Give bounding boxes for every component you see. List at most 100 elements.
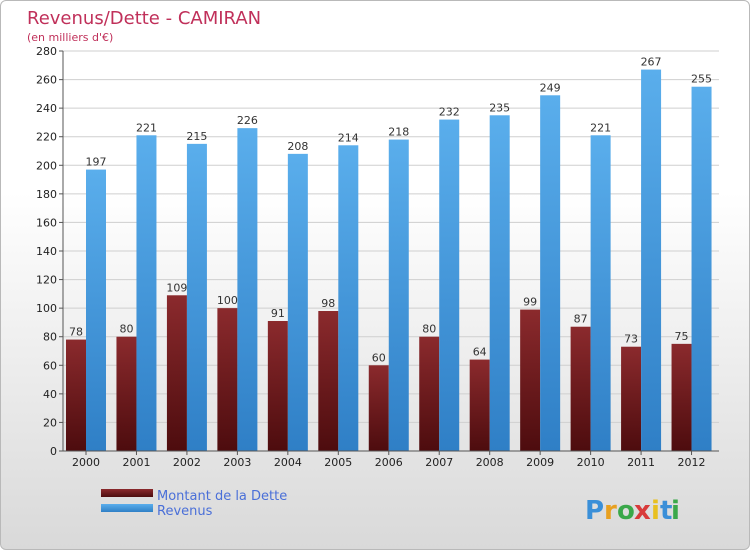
ytick-label-220: 220 (36, 131, 57, 144)
bar-revenus-2002 (186, 143, 207, 451)
ytick-label-100: 100 (36, 302, 57, 315)
xtick-label-2005: 2005 (324, 456, 352, 469)
chart-subtitle: (en milliers d'€) (27, 31, 113, 44)
bar-revenus-2007 (439, 119, 460, 452)
x-axis-ticks: 2000 2001 2002 2003 2004 2005 2006 2007 2008 2009… (72, 451, 706, 469)
ytick-label-120: 120 (36, 274, 57, 287)
ytick-label-200: 200 (36, 159, 57, 172)
legend-label-debt: Montant de la Dette (157, 489, 287, 504)
value-label-revenus-2004: 208 (287, 140, 308, 153)
ytick-label-160: 160 (36, 216, 57, 229)
ytick-label-80: 80 (43, 331, 57, 344)
ytick-label-0: 0 (50, 445, 57, 458)
value-label-revenus-2011: 267 (641, 56, 662, 69)
value-label-debt-2004: 91 (271, 307, 285, 320)
axes (62, 51, 719, 452)
bar-revenus-2010 (590, 135, 611, 452)
value-label-debt-2012: 75 (675, 330, 689, 343)
value-label-debt-2007: 80 (422, 323, 436, 336)
logo-letter-6: i (671, 496, 680, 526)
xtick-label-2006: 2006 (375, 456, 403, 469)
xtick-label-2007: 2007 (425, 456, 453, 469)
bars (66, 69, 712, 452)
bar-revenus-2005 (338, 145, 359, 452)
value-label-revenus-2005: 214 (338, 131, 359, 144)
logo-letter-0: P (585, 496, 604, 526)
bar-debt-2005 (318, 311, 339, 451)
xtick-label-2001: 2001 (122, 456, 150, 469)
bar-revenus-2004 (287, 153, 308, 451)
logo-letter-2: o (617, 496, 635, 526)
bar-revenus-2008 (489, 115, 510, 452)
xtick-label-2004: 2004 (274, 456, 302, 469)
value-labels: 78 197 80 221 109 215 100 226 91 208 98 214 60 218 80 2… (69, 56, 712, 365)
bar-revenus-2006 (388, 139, 409, 452)
value-label-revenus-2010: 221 (590, 121, 611, 134)
value-label-debt-2000: 78 (69, 326, 83, 339)
bar-revenus-2003 (237, 128, 258, 451)
value-label-revenus-2009: 249 (540, 81, 561, 94)
bar-debt-2007 (419, 336, 440, 451)
bar-revenus-2001 (136, 135, 157, 452)
xtick-label-2012: 2012 (678, 456, 706, 469)
legend-swatch-revenus (101, 504, 153, 512)
ytick-label-60: 60 (43, 359, 57, 372)
bar-debt-2002 (166, 295, 187, 451)
value-label-debt-2011: 73 (624, 333, 638, 346)
xtick-label-2010: 2010 (577, 456, 605, 469)
bar-debt-2010 (570, 326, 591, 451)
xtick-label-2003: 2003 (223, 456, 251, 469)
ytick-label-180: 180 (36, 188, 57, 201)
value-label-debt-2002: 109 (166, 281, 187, 294)
logo-letter-1: r (604, 496, 617, 526)
bar-debt-2004 (267, 321, 288, 451)
ytick-label-260: 260 (36, 74, 57, 87)
bar-revenus-2012 (691, 86, 712, 451)
bar-debt-2003 (217, 308, 238, 451)
bar-revenus-2009 (540, 95, 561, 452)
legend: Montant de la Dette Revenus (101, 489, 287, 519)
bar-debt-2011 (621, 346, 642, 451)
value-label-debt-2009: 99 (523, 296, 537, 309)
value-label-debt-2001: 80 (119, 323, 133, 336)
bar-debt-2001 (116, 336, 137, 451)
bar-revenus-2000 (86, 169, 106, 452)
xtick-label-2002: 2002 (173, 456, 201, 469)
ytick-label-20: 20 (43, 416, 57, 429)
ytick-label-280: 280 (36, 45, 57, 58)
value-label-revenus-2003: 226 (237, 114, 258, 127)
value-label-revenus-2007: 232 (439, 106, 460, 119)
xtick-label-2008: 2008 (476, 456, 504, 469)
bar-debt-2008 (469, 359, 490, 451)
value-label-debt-2005: 98 (321, 297, 335, 310)
logo-letter-4: i (651, 496, 660, 526)
bar-revenus-2011 (641, 69, 662, 452)
value-label-revenus-2008: 235 (489, 101, 510, 114)
value-label-debt-2010: 87 (574, 313, 588, 326)
ytick-label-40: 40 (43, 388, 57, 401)
y-axis-ticks: 0 20 40 60 80 100 120 140 160 180 200 220 240 260 280 (36, 45, 63, 458)
value-label-revenus-2006: 218 (388, 126, 409, 139)
xtick-label-2000: 2000 (72, 456, 100, 469)
bar-debt-2006 (368, 365, 389, 451)
xtick-label-2011: 2011 (627, 456, 655, 469)
bar-debt-2009 (520, 309, 541, 451)
value-label-debt-2008: 64 (473, 346, 487, 359)
value-label-debt-2003: 100 (217, 294, 238, 307)
logo-letter-5: t (660, 496, 672, 526)
xtick-label-2009: 2009 (526, 456, 554, 469)
ytick-label-240: 240 (36, 102, 57, 115)
value-label-revenus-2000: 197 (86, 156, 107, 169)
value-label-revenus-2012: 255 (691, 73, 712, 86)
bar-debt-2012 (671, 343, 692, 451)
value-label-revenus-2002: 215 (186, 130, 207, 143)
chart-title: Revenus/Dette - CAMIRAN (27, 8, 261, 29)
logo-letter-3: x (634, 496, 651, 526)
value-label-debt-2006: 60 (372, 351, 386, 364)
ytick-label-140: 140 (36, 245, 57, 258)
value-label-revenus-2001: 221 (136, 121, 157, 134)
legend-swatch-debt (101, 489, 153, 497)
